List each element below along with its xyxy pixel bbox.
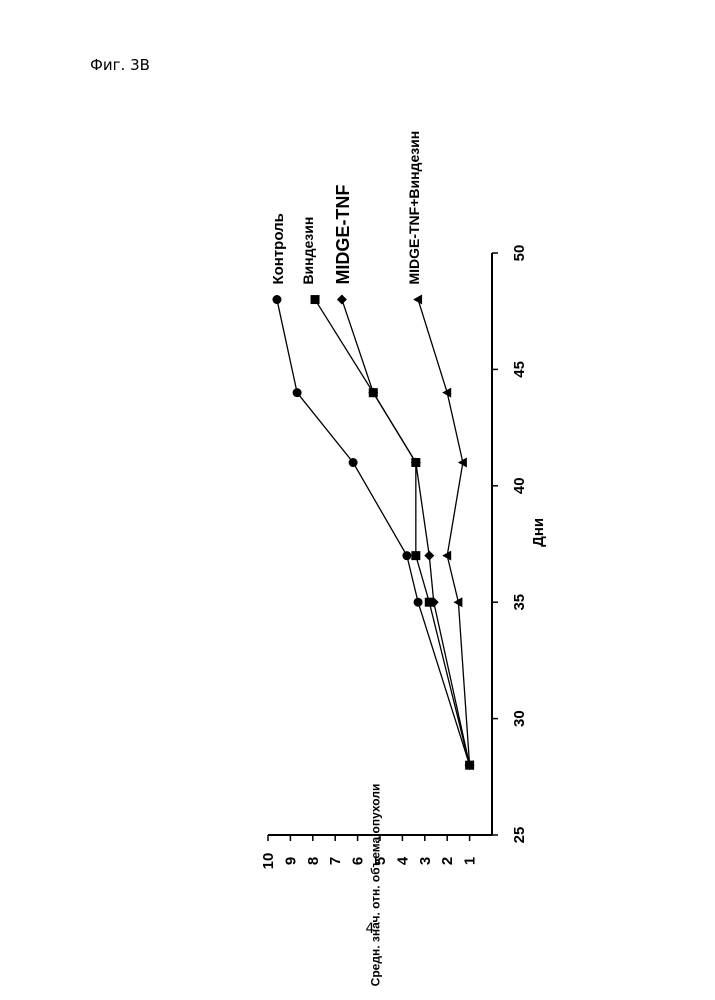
- data-point-circle: [414, 598, 423, 607]
- y-tick-label: 2: [439, 857, 456, 865]
- x-tick-label: 45: [511, 361, 528, 378]
- data-point-circle: [272, 295, 281, 304]
- y-tick-label: 7: [327, 857, 344, 865]
- y-tick-label: 8: [305, 857, 322, 865]
- series-label: Виндезин: [300, 217, 316, 285]
- series-line: [342, 300, 470, 766]
- x-tick-label: 35: [511, 594, 528, 611]
- x-axis-title: Дни: [530, 518, 547, 547]
- chart-lines: [277, 300, 470, 766]
- chart-markers: [272, 295, 474, 771]
- y-tick-label: 4: [394, 856, 411, 865]
- series-label: Контроль: [270, 213, 287, 284]
- series-label: MIDGE-TNF: [333, 185, 353, 285]
- y-axis-title: Средн. знач. отн. объема опухоли: [369, 784, 383, 987]
- data-point-triangle: [413, 295, 422, 305]
- y-tick-label: 9: [282, 857, 299, 865]
- y-tick-label: 10: [260, 853, 277, 870]
- data-point-diamond: [337, 295, 347, 305]
- series-line: [315, 300, 470, 766]
- y-tick-label: 3: [417, 857, 434, 865]
- page-number: 4: [350, 921, 390, 937]
- x-tick-label: 30: [511, 710, 528, 727]
- data-point-circle: [402, 551, 411, 560]
- data-point-triangle: [442, 551, 451, 561]
- y-tick-label: 6: [350, 857, 367, 865]
- data-point-circle: [293, 388, 302, 397]
- chart-axes: 25303540455012345678910: [260, 245, 528, 870]
- data-point-square: [311, 295, 320, 304]
- x-tick-label: 40: [511, 477, 528, 494]
- series-label: MIDGE-TNF+Виндезин: [406, 131, 422, 285]
- data-point-diamond: [424, 551, 434, 561]
- data-point-circle: [349, 458, 358, 467]
- data-point-square: [411, 551, 420, 560]
- series-line: [277, 300, 470, 766]
- x-tick-label: 25: [511, 827, 528, 844]
- x-tick-label: 50: [511, 245, 528, 262]
- y-tick-label: 1: [462, 857, 479, 865]
